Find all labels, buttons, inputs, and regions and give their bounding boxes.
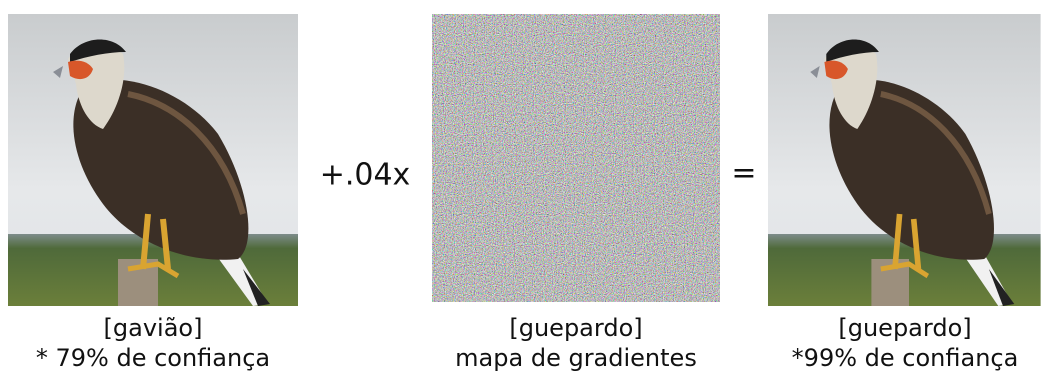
caption: mapa de gradientes — [455, 344, 697, 372]
original-image — [8, 14, 298, 306]
adversarial-image — [768, 14, 1041, 306]
figure: +.04x = [gavião] * 79% de confiança [gue… — [0, 0, 1048, 374]
plus-operator: +.04x — [320, 158, 411, 193]
label: [guepardo] — [509, 314, 642, 342]
caption: * 79% de confiança — [36, 344, 270, 372]
equals-operator: = — [731, 156, 756, 191]
gradient-map — [432, 14, 720, 302]
label: [gavião] — [104, 314, 203, 342]
label: [guepardo] — [838, 314, 971, 342]
caption: *99% de confiança — [792, 344, 1019, 372]
